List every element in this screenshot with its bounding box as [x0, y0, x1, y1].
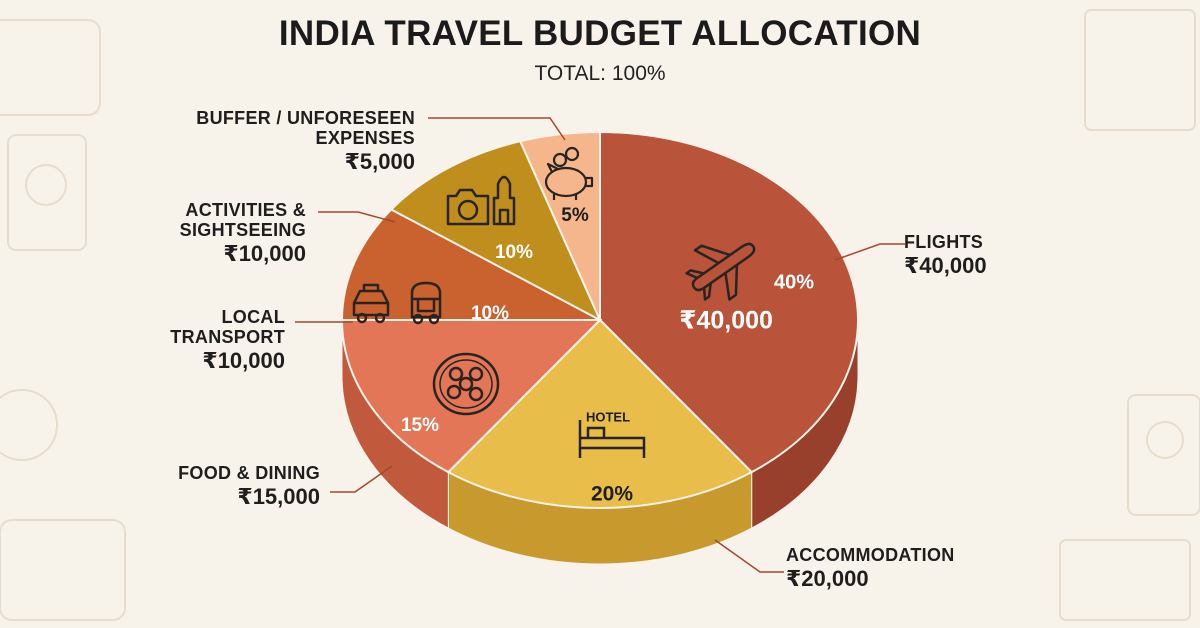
- leader-line: [714, 539, 784, 573]
- bed-icon: [578, 420, 646, 458]
- piggy-bank-icon: [544, 146, 594, 200]
- slice-percent-label: 40%: [774, 271, 814, 293]
- slice-label: FOOD & DINING ₹15,000: [110, 463, 320, 510]
- suitcase-icon: [0, 19, 101, 116]
- slice-label: ACTIVITIES & SIGHTSEEING ₹10,000: [110, 200, 306, 267]
- pie-slice: [518, 130, 601, 321]
- slice-label-name: SIGHTSEEING: [179, 220, 306, 241]
- slice-label-name: LOCAL: [221, 307, 285, 327]
- slice-percent-label: 20%: [591, 483, 633, 506]
- leader-line: [318, 211, 396, 223]
- slice-inner-label: HOTEL: [586, 409, 630, 424]
- pie-slice: [446, 318, 754, 509]
- map-icon: [1084, 9, 1196, 131]
- passport-icon: [7, 134, 87, 251]
- slice-label-amount: ₹5,000: [344, 149, 415, 175]
- slice-label-amount: ₹40,000: [904, 253, 987, 279]
- slice-inner-amount-label: ₹40,000: [679, 307, 773, 335]
- slice-label-amount: ₹20,000: [786, 566, 869, 592]
- slice-percent-label: 10%: [471, 303, 509, 324]
- leader-line: [834, 243, 905, 261]
- slice-label: BUFFER / UNFORESEEN EXPENSES ₹5,000: [110, 108, 415, 175]
- pie-slice: [599, 130, 859, 474]
- slice-label-amount: ₹15,000: [237, 484, 320, 510]
- slice-label-name: FOOD & DINING: [178, 463, 320, 483]
- pie-slice: [389, 140, 603, 323]
- globe-icon: [25, 164, 67, 206]
- slice-percent-label: 5%: [561, 205, 589, 226]
- airplane-icon: [685, 242, 756, 301]
- slice-label-name: ACTIVITIES &: [185, 200, 306, 220]
- chart-title: INDIA TRAVEL BUDGET ALLOCATION: [278, 14, 922, 53]
- luggage-icon: [0, 519, 126, 621]
- slice-label-name: TRANSPORT: [170, 327, 285, 348]
- globe-icon-right: [1146, 421, 1184, 459]
- slice-percent-label: 15%: [401, 415, 439, 436]
- camera-monument-icon: [446, 175, 516, 226]
- pie-slice: [340, 208, 601, 321]
- travel-map-icon: [1059, 539, 1191, 621]
- slice-percent-label: 10%: [495, 242, 533, 263]
- slice-label-amount: ₹10,000: [202, 348, 285, 374]
- slice-label-amount: ₹10,000: [223, 241, 306, 267]
- chart-subtitle: TOTAL: 100%: [534, 62, 666, 85]
- slice-label: ACCOMMODATION ₹20,000: [786, 545, 1036, 592]
- food-plate-icon: [432, 352, 500, 416]
- slice-label-name: BUFFER / UNFORESEEN: [196, 108, 415, 128]
- slice-label-name: EXPENSES: [315, 128, 415, 149]
- slice-label-name: FLIGHTS: [904, 232, 984, 252]
- slice-label-name: ACCOMMODATION: [786, 545, 955, 565]
- passport-icon-right: [1127, 394, 1200, 516]
- leader-line: [428, 117, 566, 141]
- slice-label: LOCAL TRANSPORT ₹10,000: [110, 307, 285, 374]
- slice-label: FLIGHTS ₹40,000: [904, 232, 1044, 279]
- leader-line: [330, 465, 393, 493]
- compass-icon: [0, 389, 58, 461]
- taxi-rickshaw-icon: [352, 281, 442, 325]
